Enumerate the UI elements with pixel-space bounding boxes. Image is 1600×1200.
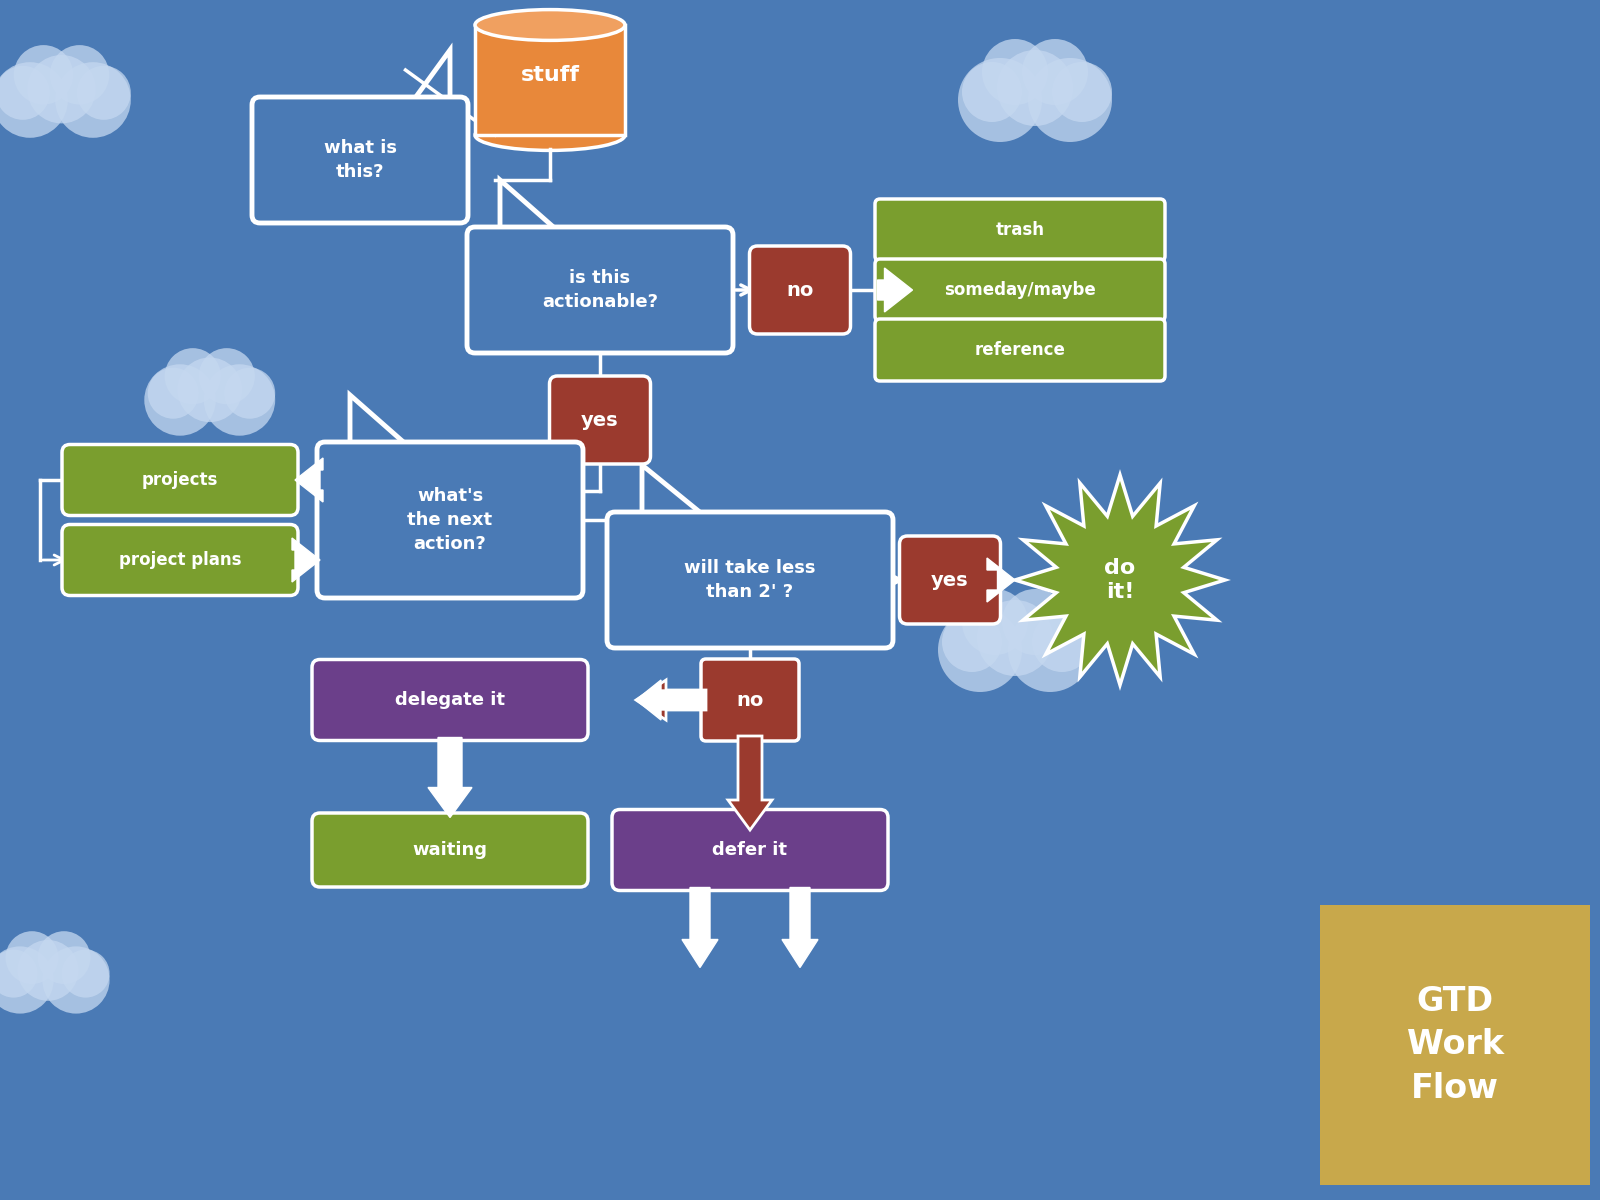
FancyBboxPatch shape (549, 376, 651, 464)
Ellipse shape (475, 120, 626, 150)
FancyBboxPatch shape (317, 442, 582, 598)
Polygon shape (350, 395, 413, 450)
Circle shape (144, 365, 216, 436)
Circle shape (18, 940, 78, 1001)
Circle shape (1022, 38, 1088, 104)
Text: reference: reference (974, 341, 1066, 359)
Circle shape (224, 367, 275, 419)
Circle shape (0, 949, 38, 997)
Circle shape (1032, 612, 1091, 672)
Polygon shape (291, 538, 320, 582)
Circle shape (982, 38, 1048, 104)
Text: stuff: stuff (520, 65, 579, 85)
Text: yes: yes (931, 570, 970, 589)
Text: what is
this?: what is this? (323, 139, 397, 181)
Circle shape (62, 949, 110, 997)
Polygon shape (728, 736, 771, 830)
Circle shape (178, 358, 242, 422)
Polygon shape (987, 558, 1014, 602)
Text: project plans: project plans (118, 551, 242, 569)
FancyBboxPatch shape (606, 512, 893, 648)
Circle shape (0, 947, 54, 1014)
FancyBboxPatch shape (611, 810, 888, 890)
Circle shape (0, 62, 67, 138)
Text: projects: projects (142, 470, 218, 490)
Text: someday/maybe: someday/maybe (944, 281, 1096, 299)
Circle shape (1002, 589, 1069, 655)
Circle shape (165, 348, 221, 404)
Polygon shape (499, 180, 563, 235)
Polygon shape (429, 738, 472, 817)
Text: is this
actionable?: is this actionable? (542, 269, 658, 311)
Text: GTD
Work
Flow: GTD Work Flow (1406, 985, 1504, 1105)
FancyBboxPatch shape (701, 659, 798, 740)
FancyBboxPatch shape (749, 246, 851, 334)
Circle shape (962, 62, 1022, 122)
Text: waiting: waiting (413, 841, 488, 859)
Circle shape (54, 62, 131, 138)
Polygon shape (1014, 475, 1226, 685)
Polygon shape (642, 464, 709, 520)
Circle shape (38, 931, 91, 984)
Text: no: no (786, 281, 814, 300)
FancyBboxPatch shape (62, 444, 298, 516)
Circle shape (962, 589, 1027, 655)
Text: what's
the next
action?: what's the next action? (408, 487, 493, 552)
Circle shape (14, 46, 74, 104)
Circle shape (5, 931, 59, 984)
FancyBboxPatch shape (467, 227, 733, 353)
Circle shape (198, 348, 254, 404)
Polygon shape (782, 888, 818, 967)
Text: yes: yes (581, 410, 619, 430)
FancyBboxPatch shape (312, 660, 589, 740)
FancyBboxPatch shape (62, 524, 298, 595)
Polygon shape (637, 680, 706, 720)
Circle shape (938, 608, 1022, 692)
Circle shape (147, 367, 198, 419)
Circle shape (50, 46, 109, 104)
Text: trash: trash (995, 221, 1045, 239)
Circle shape (42, 947, 109, 1014)
Text: delegate it: delegate it (395, 691, 506, 709)
Circle shape (997, 50, 1074, 126)
FancyBboxPatch shape (875, 319, 1165, 382)
Bar (475, 25, 626, 136)
Text: defer it: defer it (712, 841, 787, 859)
Circle shape (27, 55, 96, 124)
Circle shape (1053, 62, 1112, 122)
Circle shape (0, 66, 50, 120)
Circle shape (958, 58, 1042, 142)
FancyBboxPatch shape (253, 97, 467, 223)
Polygon shape (294, 458, 323, 502)
Text: will take less
than 2' ?: will take less than 2' ? (685, 559, 816, 601)
FancyBboxPatch shape (875, 199, 1165, 262)
Polygon shape (682, 888, 718, 967)
Circle shape (978, 600, 1053, 676)
Circle shape (77, 66, 131, 120)
Text: no: no (736, 690, 763, 709)
Circle shape (1008, 608, 1091, 692)
Circle shape (203, 365, 275, 436)
Bar (1320, 905, 1590, 1186)
Polygon shape (410, 50, 450, 104)
FancyBboxPatch shape (875, 259, 1165, 322)
Polygon shape (877, 268, 912, 312)
Ellipse shape (475, 10, 626, 41)
FancyBboxPatch shape (899, 536, 1000, 624)
Circle shape (942, 612, 1002, 672)
Text: do
it!: do it! (1104, 558, 1136, 602)
Polygon shape (637, 680, 706, 720)
FancyBboxPatch shape (312, 814, 589, 887)
Circle shape (1027, 58, 1112, 142)
